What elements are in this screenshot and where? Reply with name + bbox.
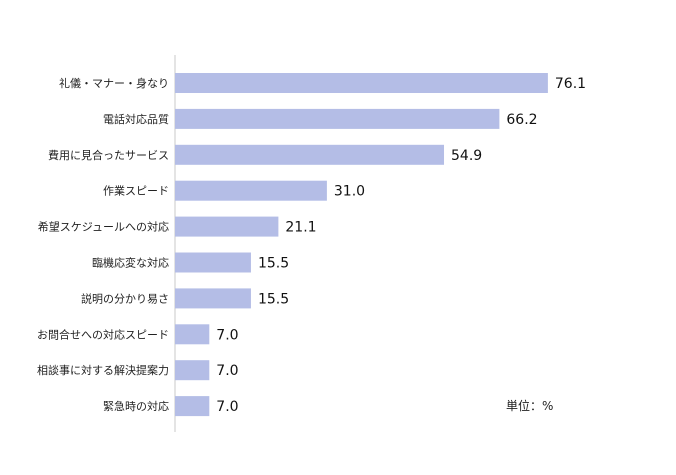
- bar: [175, 144, 445, 165]
- data-label: 7.0: [216, 327, 238, 343]
- data-label: 31.0: [334, 184, 365, 200]
- bar: [175, 360, 210, 381]
- data-label: 66.2: [506, 112, 537, 128]
- category-label: お問合せへの対応スピード: [37, 327, 169, 341]
- bar: [175, 108, 500, 129]
- bar: [175, 73, 548, 93]
- category-label: 礼儀・マナー・身なり: [59, 76, 169, 90]
- data-label: 15.5: [258, 256, 289, 272]
- data-label: 7.0: [216, 399, 238, 415]
- data-label: 76.1: [555, 76, 586, 92]
- data-label: 21.1: [285, 220, 316, 236]
- category-label: 電話対応品質: [103, 112, 169, 126]
- bar: [175, 252, 251, 273]
- category-label: 相談事に対する解決提案力: [37, 363, 169, 377]
- data-label: 54.9: [451, 148, 482, 164]
- bar: [175, 216, 279, 237]
- category-label: 費用に見合ったサービス: [48, 148, 169, 162]
- bar: [175, 396, 210, 417]
- bar: [175, 180, 327, 201]
- bar: [175, 288, 251, 309]
- bar: [175, 324, 210, 345]
- category-label: 緊急時の対応: [103, 399, 169, 413]
- bar-group: 礼儀・マナー・身なり 76.1 電話対応品質 66.2 費用に見合ったサービス 54.9 作…: [37, 73, 586, 417]
- category-label: 作業スピード: [103, 185, 169, 198]
- category-label: 希望スケジュールへの対応: [38, 220, 169, 234]
- category-label: 臨機応変な対応: [92, 256, 169, 270]
- data-label: 7.0: [216, 363, 238, 379]
- unit-label: 単位：%: [506, 398, 553, 413]
- category-label: 説明の分かり易さ: [81, 291, 169, 305]
- data-label: 15.5: [258, 291, 289, 307]
